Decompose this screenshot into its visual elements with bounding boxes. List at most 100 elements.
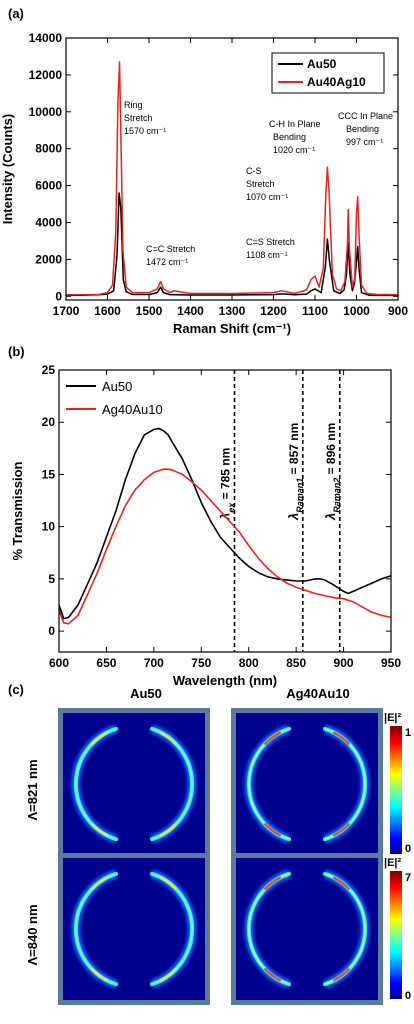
y-tick-label: 20 (42, 415, 56, 429)
marker-label: λRaman2 = 896 nm (323, 423, 342, 521)
x-axis-label: Wavelength (nm) (173, 673, 277, 688)
legend-label-ag40au10-b: Ag40Au10 (102, 402, 163, 417)
x-tick-label: 1100 (302, 304, 328, 318)
colorbar-top: |E|² 1 0 (384, 712, 411, 855)
colorbar-gradient-top (390, 726, 402, 854)
column-header-au50: Au50 (130, 686, 162, 701)
annotation-ch-bending: C-H In Plane Bending 1020 cm⁻¹ (269, 119, 323, 155)
row-label-840: Λ=840 nm (25, 904, 40, 965)
panel-b-legend: Au50 Ag40Au10 (66, 379, 163, 417)
field-hotspot (264, 823, 281, 837)
legend-label-au50-b: Au50 (102, 379, 132, 394)
y-tick-label: 0 (55, 289, 62, 303)
y-tick-label: 25 (42, 363, 56, 377)
panel-a-plot: 1700 1600 1500 1400 1300 1200 1100 1000 900 0 2000… (0, 31, 408, 336)
y-axis-label: % Transmission (10, 461, 25, 560)
colorbar-gradient-bottom (390, 871, 402, 999)
y-tick-label: 10 (42, 520, 56, 534)
y-tick-label: 5 (48, 572, 55, 586)
panel-c-label: (c) (8, 682, 24, 697)
panel-c: (c) Au50 Ag40Au10 Λ=821 nm Λ=840 nm |E|²… (8, 682, 411, 1005)
colorbar-bottom: |E|² 7 0 (384, 857, 411, 1002)
y-tick-label: 0 (48, 624, 55, 638)
x-tick-label: 1600 (94, 304, 121, 318)
x-tick-label: 900 (334, 656, 354, 670)
field-hotspot (264, 876, 281, 890)
field-maps (58, 708, 383, 1005)
field-hotspot (91, 731, 108, 745)
plot-frame (58, 369, 392, 653)
x-tick-label: 1400 (177, 304, 204, 318)
colorbar-min-bottom: 0 (405, 990, 411, 1002)
annotation-cs-double-stretch: C=S Stretch 1108 cm⁻¹ (246, 237, 297, 260)
y-axis-label: Intensity (Counts) (0, 114, 15, 225)
x-tick-label: 1500 (136, 304, 163, 318)
y-tick-label: 12000 (29, 68, 63, 82)
row-label-821: Λ=821 nm (25, 759, 40, 820)
y-tick-label: 10000 (29, 105, 63, 119)
x-tick-label: 700 (144, 656, 164, 670)
x-tick-label: 1200 (260, 304, 287, 318)
plot-frame (65, 37, 399, 301)
field-hotspot (91, 823, 108, 837)
field-map-r0-c0 (58, 708, 210, 860)
legend-label-au50: Au50 (307, 57, 337, 71)
map-background (63, 713, 205, 855)
field-hotspot (333, 823, 350, 837)
series-line-au50 (66, 192, 398, 297)
colorbar-title-bottom: |E|² (384, 857, 401, 869)
legend-label-au40ag10: Au40Ag10 (307, 75, 366, 89)
field-hotspot (91, 968, 108, 982)
field-map-r1-c0 (58, 853, 210, 1005)
x-axis-label: Raman Shift (cm⁻¹) (173, 321, 291, 336)
panel-a-label: (a) (8, 6, 24, 21)
y-tick-label: 4000 (35, 216, 62, 230)
marker-label: λRaman1 = 857 nm (286, 423, 305, 521)
x-tick-label: 850 (286, 656, 306, 670)
field-hotspot (264, 731, 281, 745)
field-hotspot (333, 731, 350, 745)
field-hotspot (264, 968, 281, 982)
series-line-au40ag10 (66, 61, 399, 296)
x-tick-label: 750 (191, 656, 211, 670)
colorbar-max-bottom: 7 (405, 872, 411, 884)
field-hotspot (160, 968, 177, 982)
y-tick-label: 14000 (29, 31, 63, 45)
annotation-ccc-bending: CCC In Plane Bending 997 cm⁻¹ (338, 111, 396, 147)
x-tick-label: 650 (96, 656, 116, 670)
x-tick-label: 1700 (53, 304, 80, 318)
panel-a-legend: Au50 Au40Ag10 (271, 52, 385, 94)
field-map-r1-c1 (231, 853, 383, 1005)
panel-b-label: (b) (8, 344, 25, 359)
y-tick-label: 2000 (35, 252, 62, 266)
x-tick-label: 600 (49, 656, 69, 670)
y-tick-label: 6000 (35, 179, 62, 193)
x-tick-label: 950 (381, 656, 401, 670)
panel-a: (a) 1700 1600 1500 1400 1300 1200 1100 1000 900 0… (0, 6, 408, 336)
annotation-cs-stretch: C-S Stretch 1070 cm⁻¹ (246, 166, 288, 202)
annotation-cc-stretch: C=C Stretch 1472 cm⁻¹ (146, 244, 198, 267)
field-hotspot (91, 876, 108, 890)
field-map-r0-c1 (231, 708, 383, 860)
field-hotspot (160, 731, 177, 745)
panel-b: (b) 600 650 700 750 800 850 900 9500510152025λe… (8, 344, 401, 688)
y-tick-label: 8000 (35, 142, 62, 156)
colorbar-max-top: 1 (405, 727, 411, 739)
field-hotspot (333, 876, 350, 890)
legend-box (271, 52, 385, 94)
field-hotspot (160, 823, 177, 837)
annotation-ring-stretch: Ring Stretch 1570 cm⁻¹ (124, 100, 166, 136)
field-hotspot (160, 876, 177, 890)
x-tick-label: 1300 (219, 304, 246, 318)
map-background (63, 858, 205, 1000)
map-background (236, 713, 378, 855)
x-tick-label: 900 (388, 304, 408, 318)
y-tick-label: 15 (42, 467, 56, 481)
series-line-au50 (58, 427, 392, 620)
column-header-ag40au10: Ag40Au10 (286, 686, 350, 701)
x-tick-label: 1000 (343, 304, 370, 318)
colorbar-title-top: |E|² (384, 712, 401, 724)
colorbar-min-top: 0 (405, 843, 411, 855)
